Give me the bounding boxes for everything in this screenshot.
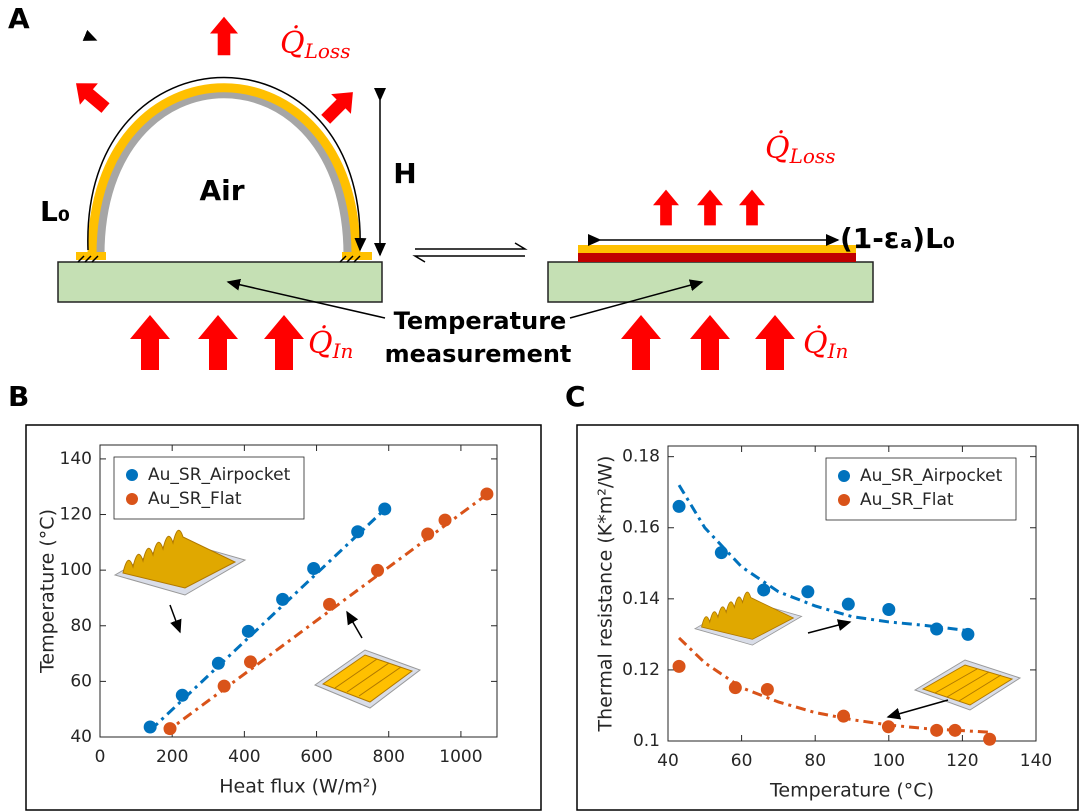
y-tick-label: 60: [70, 671, 92, 691]
point: [961, 628, 974, 641]
point: [983, 733, 996, 746]
point: [378, 502, 391, 515]
point: [212, 657, 225, 670]
point: [307, 562, 320, 575]
subscript: In: [332, 339, 354, 363]
panel-label: B: [8, 380, 29, 413]
point: [715, 546, 728, 559]
point: [801, 585, 814, 598]
legend-label: Au_SR_Airpocket: [860, 466, 1003, 486]
y-tick-label: 140: [60, 449, 92, 469]
symbol: Q̇: [803, 326, 828, 361]
point: [882, 603, 895, 616]
x-axis-label: Temperature (°C): [769, 780, 934, 802]
equilibrium: [415, 243, 525, 262]
x-tick-label: 0: [95, 747, 106, 767]
point: [371, 564, 384, 577]
x-tick-label: 120: [946, 751, 978, 771]
point: [276, 593, 289, 606]
x-tick-label: 600: [300, 747, 332, 767]
x-tick-label: 200: [156, 747, 188, 767]
length-label: L₀: [40, 195, 70, 228]
y-tick-label: 80: [70, 616, 92, 636]
point: [930, 623, 943, 636]
x-axis-label: Heat flux (W/m²): [219, 776, 378, 798]
y-tick-label: 0.14: [622, 589, 660, 609]
y-tick-label: 120: [60, 505, 92, 525]
legend-label: Au_SR_Airpocket: [148, 465, 291, 485]
point: [757, 583, 770, 596]
heat-in-label: Q̇In: [803, 326, 848, 363]
height-label: H: [393, 157, 416, 190]
measurement-label: measurement: [385, 340, 572, 368]
symbol: Q̇: [308, 326, 333, 361]
figure: A B C Air H L₀ Q̇Loss Q̇In (1-εₐ)L₀ Q̇Lo…: [0, 0, 1080, 812]
insets: [115, 530, 1020, 717]
symbol: Q̇: [765, 131, 790, 166]
y-axis-label: Thermal resistance (K*m²/W): [595, 456, 617, 733]
point: [244, 655, 257, 668]
point: [761, 683, 774, 696]
point: [164, 722, 177, 735]
symbol: Q̇: [280, 26, 305, 61]
subscript: In: [827, 339, 849, 363]
y-axis-label: Temperature (°C): [37, 509, 59, 674]
y-tick-label: 100: [60, 560, 92, 580]
panel-label: A: [8, 2, 30, 35]
measurement-label: Temperature: [394, 307, 567, 335]
point: [421, 527, 434, 540]
fit-line: [165, 494, 488, 733]
point: [218, 680, 231, 693]
panel-label: C: [565, 380, 586, 413]
x-tick-label: 40: [657, 751, 679, 771]
legend-label: Au_SR_Flat: [148, 489, 242, 509]
x-tick-label: 400: [228, 747, 260, 767]
point: [480, 487, 493, 500]
y-tick-label: 40: [70, 727, 92, 747]
y-tick-label: 0.1: [633, 731, 660, 751]
point: [949, 724, 962, 737]
point: [673, 660, 686, 673]
x-tick-label: 140: [1020, 751, 1052, 771]
heat-loss-label: Q̇Loss: [765, 131, 835, 168]
legend-marker: [838, 470, 850, 482]
x-tick-label: 100: [873, 751, 905, 771]
subscript: Loss: [304, 39, 351, 63]
point: [673, 500, 686, 513]
x-tick-label: 800: [373, 747, 405, 767]
legend-marker: [126, 469, 138, 481]
x-tick-label: 60: [731, 751, 753, 771]
compressed-length-label: (1-εₐ)L₀: [840, 222, 955, 255]
legend-marker: [838, 494, 850, 506]
heat-in-label: Q̇In: [308, 326, 353, 363]
point: [144, 720, 157, 733]
y-tick-label: 0.18: [622, 447, 660, 467]
legend-label: Au_SR_Flat: [860, 490, 954, 510]
point: [729, 681, 742, 694]
x-tick-label: 1000: [439, 747, 482, 767]
point: [323, 598, 336, 611]
y-tick-label: 0.12: [622, 660, 660, 680]
point: [930, 724, 943, 737]
point: [837, 710, 850, 723]
point: [842, 598, 855, 611]
y-tick-label: 0.16: [622, 518, 660, 538]
subscript: Loss: [789, 144, 836, 168]
point: [882, 720, 895, 733]
air-label: Air: [199, 174, 244, 207]
x-tick-label: 80: [804, 751, 826, 771]
legend-marker: [126, 493, 138, 505]
heat-loss-label: Q̇Loss: [280, 26, 350, 63]
point: [351, 525, 364, 538]
point: [176, 689, 189, 702]
point: [439, 514, 452, 527]
point: [242, 625, 255, 638]
